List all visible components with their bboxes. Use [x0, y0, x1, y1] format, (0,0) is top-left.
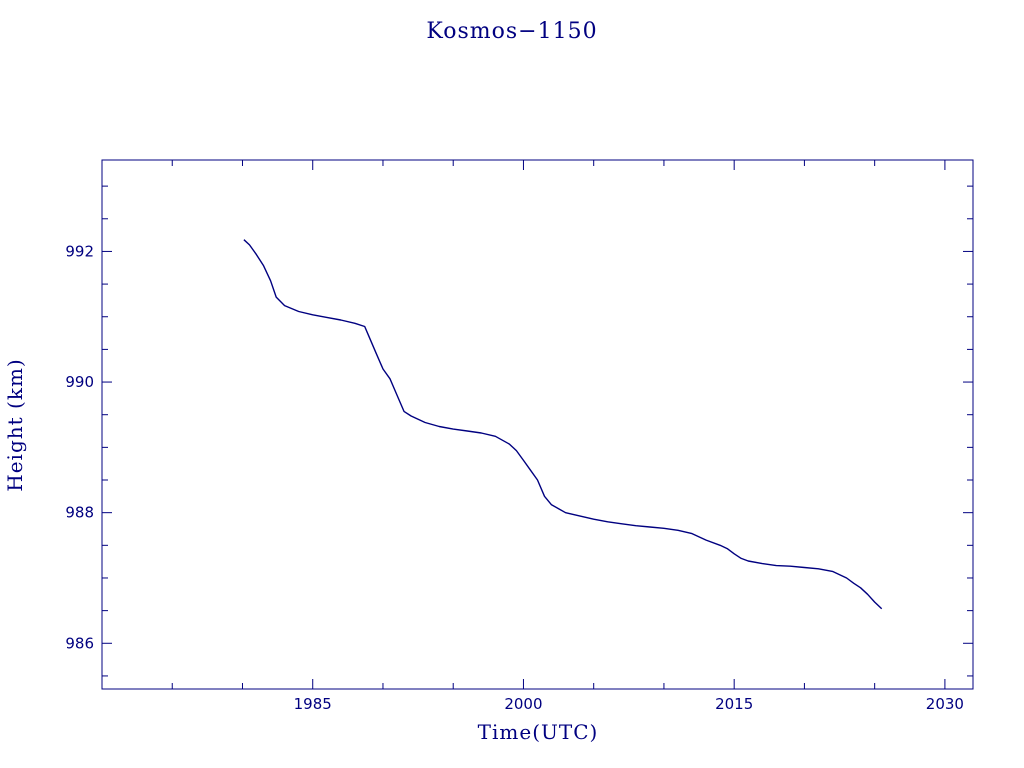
y-tick-label: 988 — [65, 504, 94, 522]
x-tick-label: 2030 — [926, 695, 964, 713]
x-tick-label: 2015 — [715, 695, 753, 713]
chart-title: Kosmos−1150 — [426, 19, 597, 44]
series-line — [243, 239, 883, 610]
axis-ticks — [101, 160, 973, 689]
y-axis-label: Height (km) — [3, 358, 27, 491]
x-tick-label: 2000 — [504, 695, 542, 713]
x-tick-label: 1985 — [294, 695, 332, 713]
y-tick-label: 990 — [65, 373, 94, 391]
x-axis-label: Time(UTC) — [478, 720, 599, 744]
y-tick-label: 992 — [65, 242, 94, 260]
y-tick-label: 986 — [65, 634, 94, 652]
plot-frame — [101, 159, 974, 690]
axis-tick-labels: 1985 2000 2015 2030 986 988 990 992 — [65, 242, 964, 713]
